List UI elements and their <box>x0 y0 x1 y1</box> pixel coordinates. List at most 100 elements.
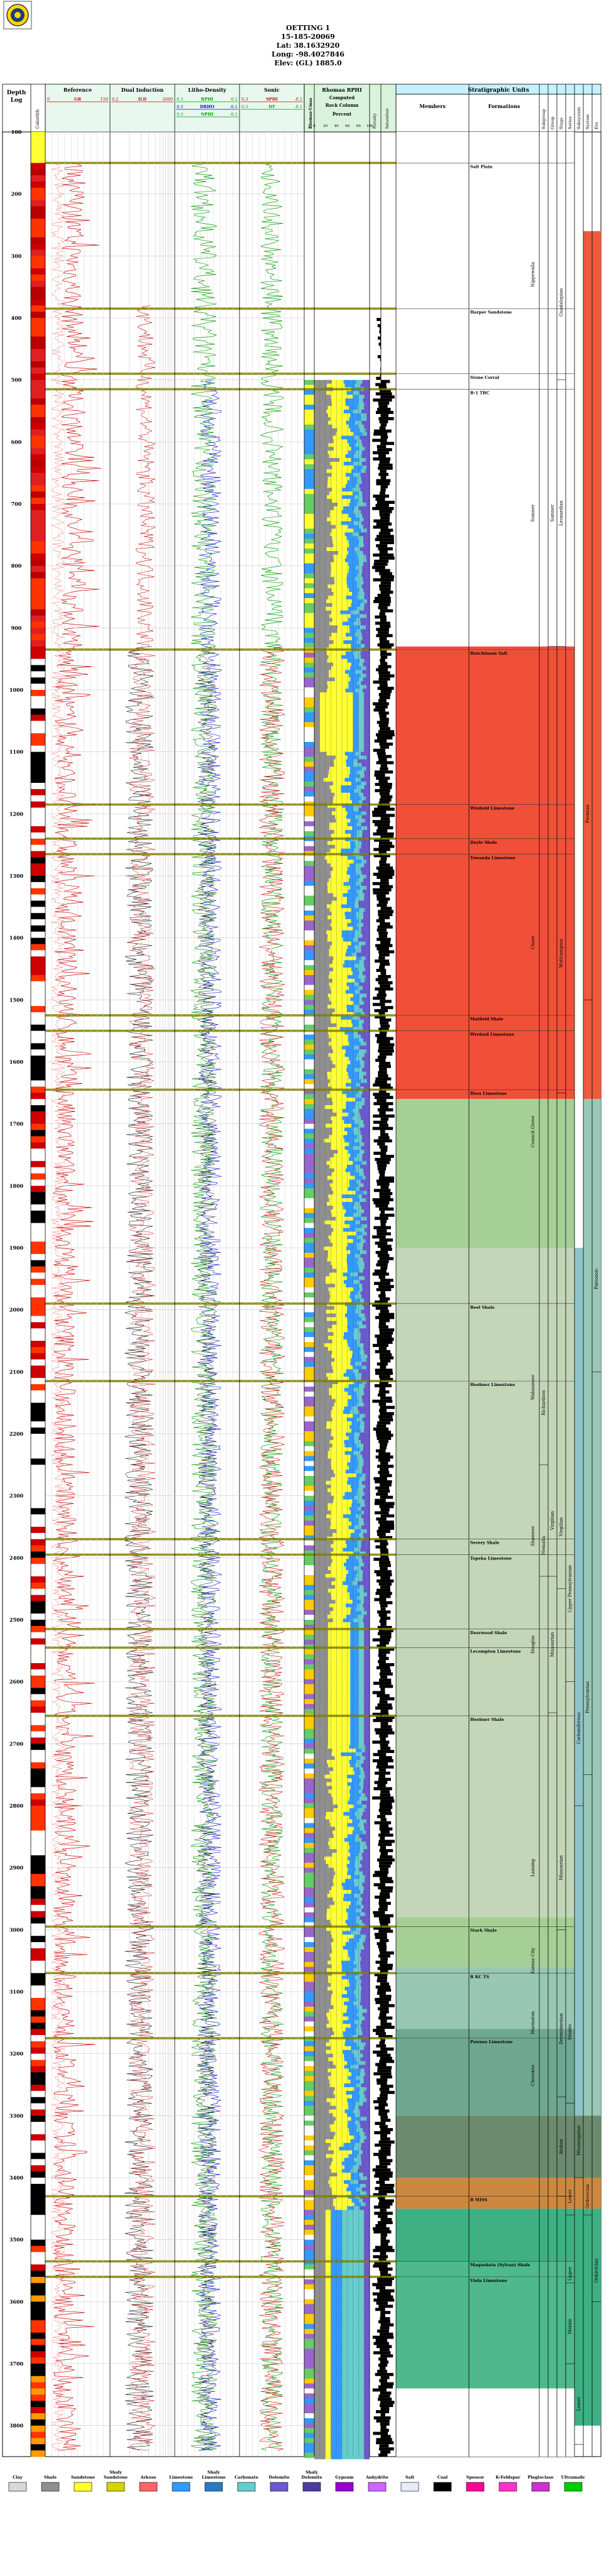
rock-column-cell <box>357 2024 361 2028</box>
rock-column-cell <box>362 491 370 496</box>
rock-column-cell <box>358 807 370 812</box>
porosity-bar <box>375 621 381 625</box>
rock-column-cell <box>314 618 333 622</box>
rock-column-cell <box>314 1563 331 1567</box>
porosity-bar <box>380 1799 381 1803</box>
rock-column-cell <box>348 945 355 949</box>
porosity-bar <box>375 1936 381 1940</box>
rock-column-cell <box>332 618 348 622</box>
rock-column-cell <box>314 1053 329 1057</box>
rock-column-cell <box>329 2009 347 2013</box>
porosity-bar <box>377 2295 381 2299</box>
rock-column-cell <box>326 391 347 395</box>
porosity-bar <box>378 1415 381 1419</box>
rock-column-cell <box>328 1718 351 1723</box>
rock-column-cell <box>341 655 355 659</box>
rock-column-cell <box>314 1127 333 1132</box>
rock-column-cell <box>333 543 349 548</box>
rock-column-cell <box>352 800 359 804</box>
rock-column-cell <box>330 871 347 875</box>
colorlith-cell <box>31 2215 45 2222</box>
rock-column-cell <box>356 912 363 916</box>
rock-column-cell <box>357 596 365 600</box>
rock-column-cell <box>366 782 370 786</box>
formation-top-line <box>45 307 396 310</box>
rock-column-cell <box>314 1581 332 1586</box>
rock-column-cell <box>346 763 354 767</box>
rhomaa-cell <box>304 2006 314 2012</box>
rock-column-cell <box>341 785 357 790</box>
rock-column-cell <box>347 1235 357 1240</box>
rock-column-cell <box>343 2049 353 2054</box>
porosity-bar <box>375 1455 381 1459</box>
colorlith-cell <box>31 937 45 945</box>
rock-column-cell <box>358 1704 365 1708</box>
porosity-bar <box>376 668 381 672</box>
rock-column-cell <box>354 1328 360 1333</box>
rhomaa-cell <box>304 2289 314 2295</box>
rhomaa-cell <box>304 796 314 802</box>
saturation-bar <box>381 460 390 464</box>
rock-column-cell <box>334 677 351 682</box>
rock-column-cell <box>327 889 348 893</box>
porosity-bar <box>377 1160 381 1164</box>
rock-column-cell <box>360 2087 366 2092</box>
rock-column-cell <box>329 2124 348 2129</box>
rock-column-cell <box>365 1484 370 1489</box>
porosity-bar <box>373 2264 381 2268</box>
rock-column-cell <box>361 949 370 953</box>
saturation-bar <box>381 2208 387 2212</box>
rock-column-cell <box>348 1075 360 1079</box>
porosity-bar <box>377 1260 381 1263</box>
saturation-bar <box>381 1957 388 1961</box>
rhomaa-cell <box>304 866 314 871</box>
rock-column-cell <box>314 2038 329 2043</box>
saturation-bar <box>381 420 388 423</box>
rhomaa-cell <box>304 379 314 385</box>
rock-column-cell <box>363 792 370 797</box>
saturation-bar <box>381 1167 387 1171</box>
porosity-bar <box>375 1368 381 1372</box>
porosity-bar <box>375 569 381 572</box>
rock-column-cell <box>328 1681 351 1686</box>
saturation-bar <box>381 581 391 585</box>
rock-column-cell <box>333 662 351 667</box>
saturation-bar <box>381 2156 387 2159</box>
saturation-bar <box>381 1818 387 1821</box>
porosity-bar <box>376 544 381 548</box>
saturation-bar <box>381 491 385 495</box>
rock-column-cell <box>314 1778 332 1782</box>
rock-column-cell <box>314 1894 327 1898</box>
rock-column-cell <box>335 1064 348 1069</box>
porosity-bar <box>378 1322 381 1326</box>
rhomaa-cell <box>304 2135 314 2141</box>
rock-column-cell <box>364 2239 370 2244</box>
saturation-bar <box>381 386 387 390</box>
saturation-bar <box>381 1142 385 1146</box>
saturation-bar <box>381 2041 385 2044</box>
rock-column-cell <box>314 1585 336 1589</box>
rock-column-cell <box>314 1008 335 1013</box>
saturation-bar <box>381 2236 387 2240</box>
saturation-bar <box>381 2317 390 2320</box>
saturation-bar <box>381 996 386 1000</box>
saturation-bar <box>381 1105 388 1108</box>
porosity-bar <box>377 1644 381 1648</box>
rock-column-cell <box>314 937 327 942</box>
porosity-bar <box>378 1901 381 1905</box>
colorlith-cell <box>31 1923 45 1930</box>
porosity-bar <box>378 1917 381 1921</box>
rock-column-cell <box>328 1625 351 1630</box>
colorlith-cell <box>31 398 45 405</box>
rock-column-cell <box>361 666 366 670</box>
rock-column-cell <box>327 1328 348 1333</box>
porosity-bar <box>378 1651 381 1654</box>
porosity-bar <box>377 643 381 647</box>
saturation-bar <box>381 974 391 978</box>
rock-column-cell <box>314 2068 328 2073</box>
porosity-bar <box>373 2230 381 2234</box>
rock-column-cell <box>361 1908 370 1913</box>
rock-column-cell <box>362 1752 370 1757</box>
rhomaa-cell <box>304 1406 314 1412</box>
saturation-bar <box>381 463 393 467</box>
